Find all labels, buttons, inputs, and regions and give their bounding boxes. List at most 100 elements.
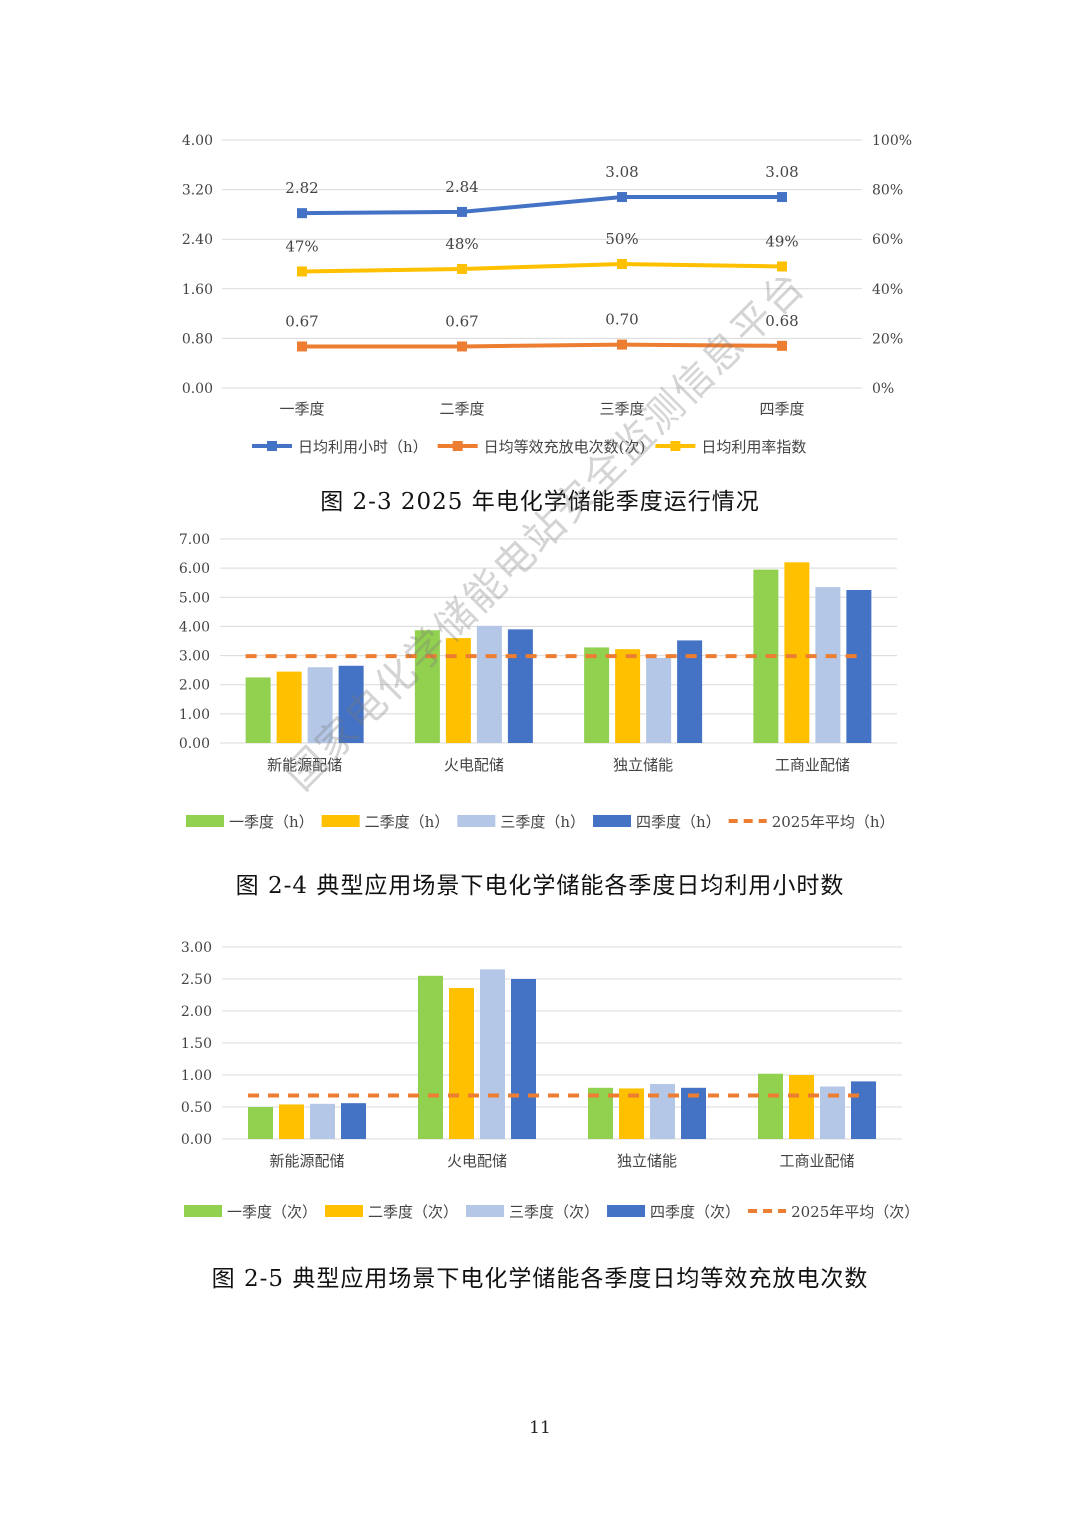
x-category-label: 三季度: [599, 400, 644, 418]
bar: [279, 1104, 304, 1139]
data-label: 0.67: [285, 312, 318, 330]
y2-tick-label: 40%: [872, 282, 903, 298]
legend-swatch: [186, 815, 224, 827]
data-point-marker: [777, 261, 787, 272]
data-point-marker: [297, 266, 307, 277]
y-tick-label: 1.00: [181, 1068, 212, 1084]
cycles-bar-chart: 0.00 0.50 1.00 1.50 2.00 2.50 3.00 新能源配储 火电配储 独立储…: [0, 932, 1080, 1232]
hours-bar-chart-svg: 0.00 1.00 2.00 3.00 4.00 5.00 6.00 7.00 新能源配储 火电配…: [179, 532, 897, 831]
bar: [480, 969, 505, 1139]
x-category-label: 四季度: [759, 400, 804, 418]
data-point-marker: [297, 208, 307, 219]
y-tick-label: 2.00: [181, 1004, 212, 1020]
data-point-marker: [457, 206, 467, 217]
x-category-label: 火电配储: [447, 1152, 507, 1170]
bar: [449, 987, 474, 1139]
legend-label: 日均等效充放电次数(次): [484, 438, 646, 456]
y-tick-label: 1.00: [179, 707, 210, 723]
data-label: 3.08: [605, 163, 638, 181]
bar: [338, 665, 364, 743]
legend-swatch: [607, 1205, 646, 1217]
y-tick-label: 2.40: [182, 232, 213, 248]
bar: [245, 677, 271, 743]
y-tick-label: 2.00: [179, 678, 210, 694]
bar: [650, 1083, 675, 1139]
series-line: [302, 342, 783, 349]
bar: [507, 629, 533, 743]
y-tick-label: 6.00: [179, 561, 210, 577]
y2-tick-label: 100%: [872, 133, 912, 149]
data-label: 49%: [765, 232, 798, 250]
data-label: 2.84: [445, 178, 478, 196]
bar: [789, 1075, 814, 1139]
legend-label: 四季度（h）: [636, 813, 721, 831]
legend-label: 三季度（h）: [500, 813, 585, 831]
bar: [414, 630, 440, 743]
bar: [784, 562, 810, 743]
y-tick-label: 0.00: [179, 736, 210, 752]
legend-label: 一季度（次）: [227, 1203, 317, 1221]
y-tick-label: 3.00: [181, 940, 212, 956]
legend-marker: [670, 441, 681, 451]
y-tick-label: 1.50: [181, 1036, 212, 1052]
bar: [615, 649, 641, 743]
bar: [815, 587, 841, 743]
data-point-marker: [777, 192, 787, 203]
legend-label: 2025年平均（次）: [791, 1203, 919, 1221]
legend-swatch: [325, 1205, 364, 1217]
legend-label: 日均利用小时（h）: [298, 438, 428, 456]
y2-tick-label: 80%: [872, 183, 903, 199]
legend-swatch: [593, 815, 632, 827]
bar: [584, 647, 610, 743]
legend-marker: [452, 441, 463, 451]
quarterly-operation-line-chart: 0.00 0.80 1.60 2.40 3.20 4.00 0% 20% 40% 60% 80% 10…: [0, 120, 1080, 475]
legend-label: 一季度（h）: [229, 813, 314, 831]
legend-label: 二季度（h）: [365, 813, 450, 831]
y2-tick-label: 0%: [872, 381, 894, 397]
data-label: 3.08: [765, 163, 798, 181]
data-label: 2.82: [285, 179, 318, 197]
x-category-label: 新能源配储: [267, 756, 342, 774]
bar: [445, 638, 471, 743]
series-line: [301, 195, 782, 216]
daily-hours-bar-chart: 0.00 1.00 2.00 3.00 4.00 5.00 6.00 7.00 新能源配储 火电配…: [0, 525, 1080, 845]
legend-label: 二季度（次）: [368, 1203, 458, 1221]
y-tick-label: 3.20: [182, 183, 213, 199]
bar: [758, 1073, 783, 1139]
y-tick-label: 5.00: [179, 590, 210, 606]
legend-label: 四季度（次）: [650, 1203, 740, 1221]
y2-tick-label: 20%: [872, 331, 903, 347]
x-category-label: 工商业配储: [779, 1152, 854, 1170]
x-category-label: 二季度: [439, 400, 484, 418]
cycles-bar-chart-svg: 0.00 0.50 1.00 1.50 2.00 2.50 3.00 新能源配储 火电配储 独立储…: [181, 940, 919, 1221]
data-label: 48%: [445, 235, 478, 253]
x-category-label: 独立储能: [613, 756, 673, 774]
bar: [307, 667, 333, 743]
bar: [846, 590, 872, 743]
bar: [476, 625, 502, 743]
y-tick-label: 0.80: [182, 331, 213, 347]
data-point-marker: [457, 341, 467, 352]
y-tick-label: 7.00: [179, 532, 210, 548]
data-point-marker: [457, 263, 467, 274]
y-tick-label: 0.00: [182, 381, 213, 397]
bar: [276, 671, 302, 743]
figure-2-5-caption: 图 2-5 典型应用场景下电化学储能各季度日均等效充放电次数: [211, 1266, 869, 1292]
y-tick-label: 2.50: [181, 972, 212, 988]
page-number: 11: [529, 1418, 551, 1438]
y-tick-label: 4.00: [182, 133, 213, 149]
legend-label: 三季度（次）: [509, 1203, 599, 1221]
y-tick-label: 0.50: [181, 1100, 212, 1116]
legend-swatch: [184, 1205, 222, 1217]
legend-label: 2025年平均（h）: [772, 813, 895, 831]
data-label: 47%: [285, 237, 318, 255]
x-category-label: 火电配储: [444, 756, 504, 774]
y2-tick-label: 60%: [872, 232, 903, 248]
x-category-label: 工商业配储: [775, 756, 850, 774]
bar: [418, 975, 443, 1139]
data-point-marker: [297, 341, 307, 352]
x-category-label: 新能源配储: [269, 1152, 344, 1170]
data-point-marker: [617, 192, 627, 203]
data-point-marker: [777, 340, 787, 351]
legend-swatch: [466, 1205, 505, 1217]
